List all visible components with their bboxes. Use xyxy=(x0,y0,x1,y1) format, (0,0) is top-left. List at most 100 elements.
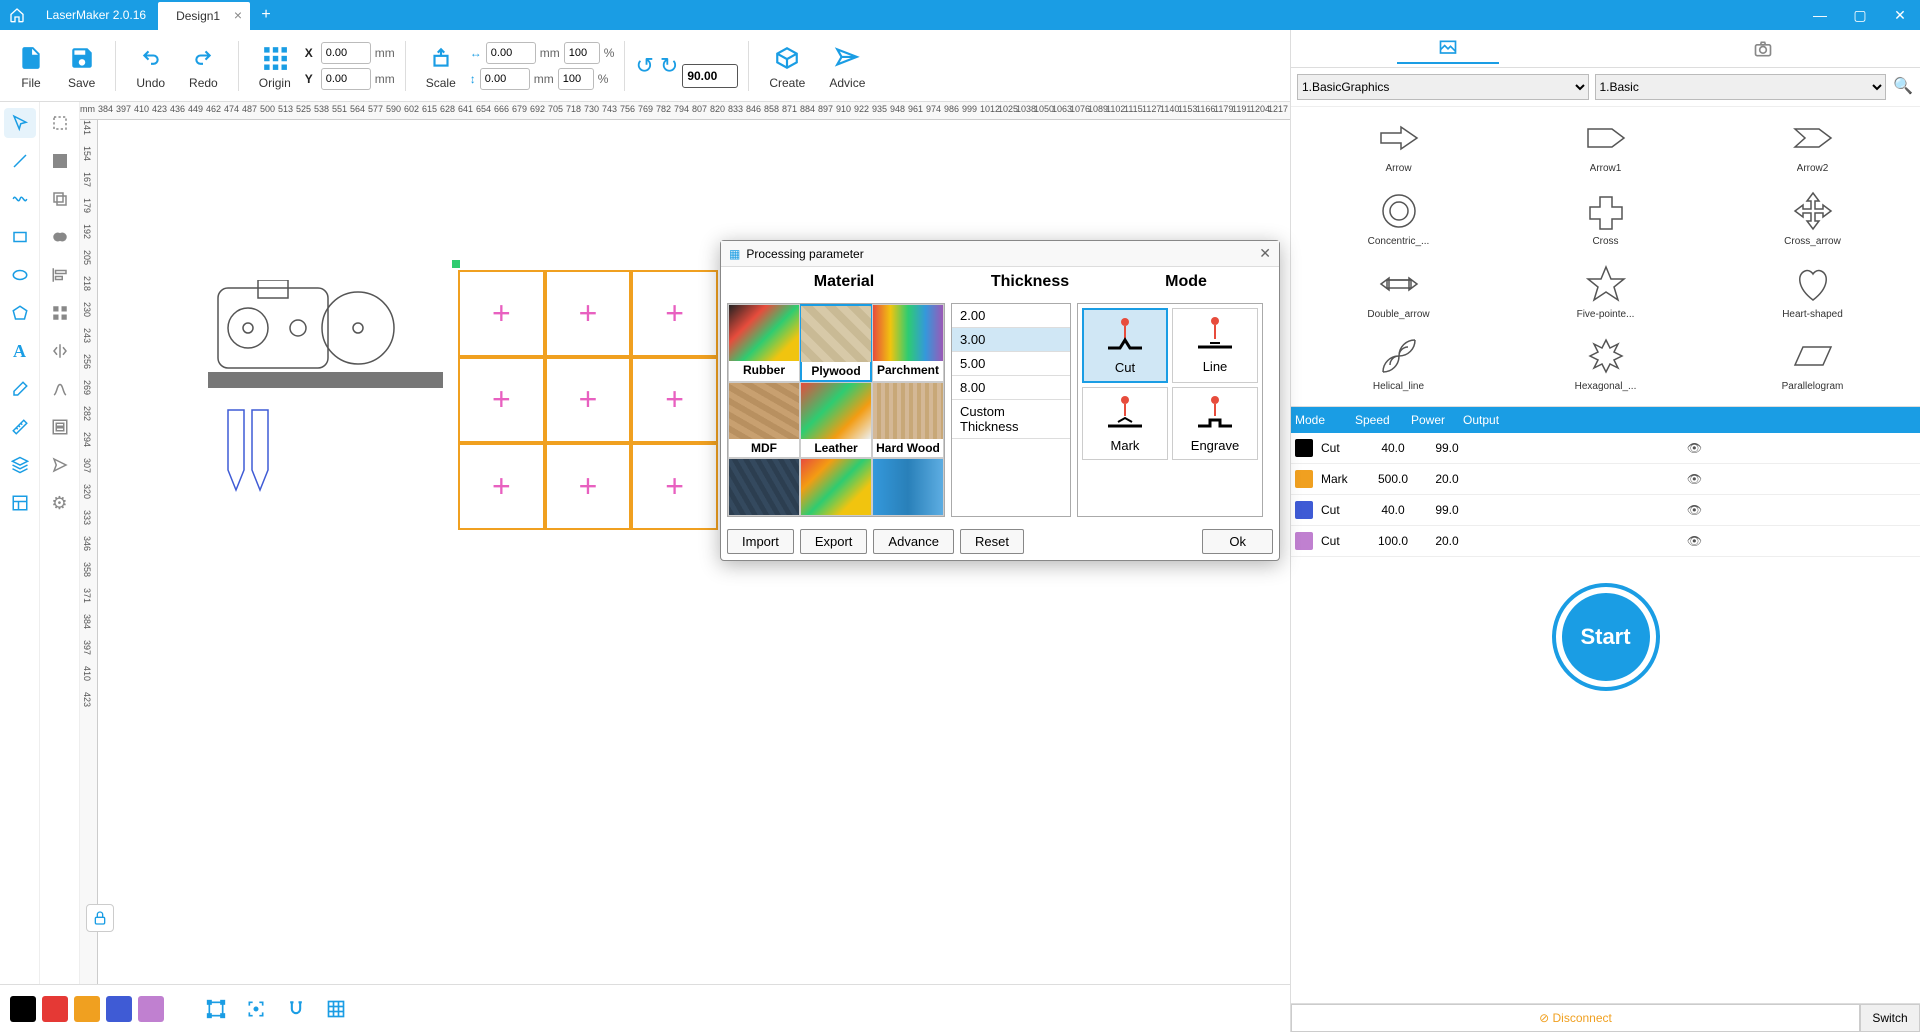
shape-item[interactable]: Cross_arrow xyxy=(1711,186,1914,255)
material-item[interactable]: Plywood xyxy=(800,304,872,382)
visibility-icon[interactable]: 👁 xyxy=(1473,503,1916,517)
rotate-ccw-icon[interactable]: ↺ xyxy=(635,53,653,79)
shape-item[interactable]: Arrow1 xyxy=(1504,113,1707,182)
ellipse-tool[interactable] xyxy=(4,260,36,290)
union-tool[interactable] xyxy=(44,222,76,252)
design-part-gears[interactable] xyxy=(208,280,448,500)
shape-item[interactable]: Hexagonal_... xyxy=(1504,331,1707,400)
align-left-tool[interactable] xyxy=(44,260,76,290)
material-item[interactable] xyxy=(872,458,944,516)
visibility-icon[interactable]: 👁 xyxy=(1473,472,1916,486)
shape-item[interactable]: Heart-shaped xyxy=(1711,259,1914,328)
material-item[interactable]: Rubber xyxy=(728,304,800,382)
trace-tool[interactable] xyxy=(44,374,76,404)
nest-tool[interactable] xyxy=(44,412,76,442)
scale-button[interactable]: Scale xyxy=(416,38,466,94)
thickness-item[interactable]: 8.00 xyxy=(952,376,1070,400)
search-shapes-icon[interactable]: 🔍 xyxy=(1892,76,1914,98)
layer-row[interactable]: Mark500.020.0👁 xyxy=(1291,464,1920,495)
snap-button[interactable] xyxy=(280,993,312,1025)
shape-item[interactable]: Arrow2 xyxy=(1711,113,1914,182)
curve-tool[interactable] xyxy=(4,184,36,214)
camera-tab-icon[interactable] xyxy=(1712,35,1814,63)
document-tab[interactable]: Design1 × xyxy=(158,2,250,30)
ok-button[interactable]: Ok xyxy=(1202,529,1273,554)
create-button[interactable]: Create xyxy=(759,38,815,94)
fill-tool[interactable] xyxy=(44,146,76,176)
text-tool[interactable]: A xyxy=(4,336,36,366)
shape-item[interactable]: Arrow xyxy=(1297,113,1500,182)
layer-row[interactable]: Cut40.099.0👁 xyxy=(1291,495,1920,526)
close-window-button[interactable]: ✕ xyxy=(1880,7,1920,24)
material-item[interactable]: Hard Wood xyxy=(872,382,944,458)
y-input[interactable] xyxy=(321,68,371,90)
switch-button[interactable]: Switch xyxy=(1860,1004,1920,1032)
shape-subcategory-select[interactable]: 1.Basic xyxy=(1595,74,1887,100)
rect-tool[interactable] xyxy=(4,222,36,252)
shape-item[interactable]: Cross xyxy=(1504,186,1707,255)
line-tool[interactable] xyxy=(4,146,36,176)
eraser-tool[interactable] xyxy=(4,374,36,404)
dialog-close-button[interactable]: ✕ xyxy=(1259,245,1271,262)
mode-item[interactable]: Engrave xyxy=(1172,387,1258,460)
thickness-item[interactable]: 2.00 xyxy=(952,304,1070,328)
import-button[interactable]: Import xyxy=(727,529,794,554)
undo-button[interactable]: Undo xyxy=(126,38,175,94)
settings-tool[interactable]: ⚙ xyxy=(44,488,76,518)
minimize-button[interactable]: — xyxy=(1800,7,1840,24)
color-swatch[interactable] xyxy=(138,996,164,1022)
height-pct-input[interactable] xyxy=(558,68,594,90)
export-button[interactable]: Export xyxy=(800,529,868,554)
gallery-tab-icon[interactable] xyxy=(1397,34,1499,64)
bounds-button[interactable] xyxy=(200,993,232,1025)
path-tool[interactable] xyxy=(44,450,76,480)
visibility-icon[interactable]: 👁 xyxy=(1473,441,1916,455)
height-input[interactable] xyxy=(480,68,530,90)
design-part-grid[interactable]: + + + + + + + + + xyxy=(458,270,718,530)
color-swatch[interactable] xyxy=(74,996,100,1022)
visibility-icon[interactable]: 👁 xyxy=(1473,534,1916,548)
gridview-button[interactable] xyxy=(320,993,352,1025)
layer-row[interactable]: Cut100.020.0👁 xyxy=(1291,526,1920,557)
color-swatch[interactable] xyxy=(10,996,36,1022)
shape-item[interactable]: Concentric_... xyxy=(1297,186,1500,255)
thickness-item[interactable]: 5.00 xyxy=(952,352,1070,376)
color-swatch[interactable] xyxy=(106,996,132,1022)
selection-handle[interactable] xyxy=(452,260,460,268)
shape-item[interactable]: Double_arrow xyxy=(1297,259,1500,328)
material-item[interactable]: Leather xyxy=(800,382,872,458)
add-tab-button[interactable]: + xyxy=(254,6,278,24)
color-swatch[interactable] xyxy=(42,996,68,1022)
layers-tool[interactable] xyxy=(4,450,36,480)
close-tab-icon[interactable]: × xyxy=(234,7,242,23)
mode-item[interactable]: Mark xyxy=(1082,387,1168,460)
mode-item[interactable]: Line xyxy=(1172,308,1258,383)
material-item[interactable] xyxy=(800,458,872,516)
width-pct-input[interactable] xyxy=(564,42,600,64)
select-tool[interactable] xyxy=(4,108,36,138)
home-icon[interactable] xyxy=(0,7,34,23)
save-button[interactable]: Save xyxy=(58,38,105,94)
advice-button[interactable]: Advice xyxy=(819,38,875,94)
origin-button[interactable]: Origin xyxy=(249,38,301,94)
material-item[interactable]: MDF xyxy=(728,382,800,458)
material-item[interactable] xyxy=(728,458,800,516)
angle-input[interactable] xyxy=(682,64,738,88)
polygon-tool[interactable] xyxy=(4,298,36,328)
width-input[interactable] xyxy=(486,42,536,64)
thickness-item[interactable]: 3.00 xyxy=(952,328,1070,352)
advance-button[interactable]: Advance xyxy=(873,529,954,554)
mirror-tool[interactable] xyxy=(44,336,76,366)
layer-row[interactable]: Cut40.099.0👁 xyxy=(1291,433,1920,464)
thickness-item[interactable]: Custom Thickness xyxy=(952,400,1070,439)
focus-button[interactable] xyxy=(240,993,272,1025)
mode-item[interactable]: Cut xyxy=(1082,308,1168,383)
start-button[interactable]: Start xyxy=(1556,587,1656,687)
material-item[interactable]: Parchment xyxy=(872,304,944,382)
maximize-button[interactable]: ▢ xyxy=(1840,7,1880,24)
shape-item[interactable]: Helical_line xyxy=(1297,331,1500,400)
grid-tool[interactable] xyxy=(44,298,76,328)
marquee-tool[interactable] xyxy=(44,108,76,138)
shape-category-select[interactable]: 1.BasicGraphics xyxy=(1297,74,1589,100)
shape-item[interactable]: Parallelogram xyxy=(1711,331,1914,400)
